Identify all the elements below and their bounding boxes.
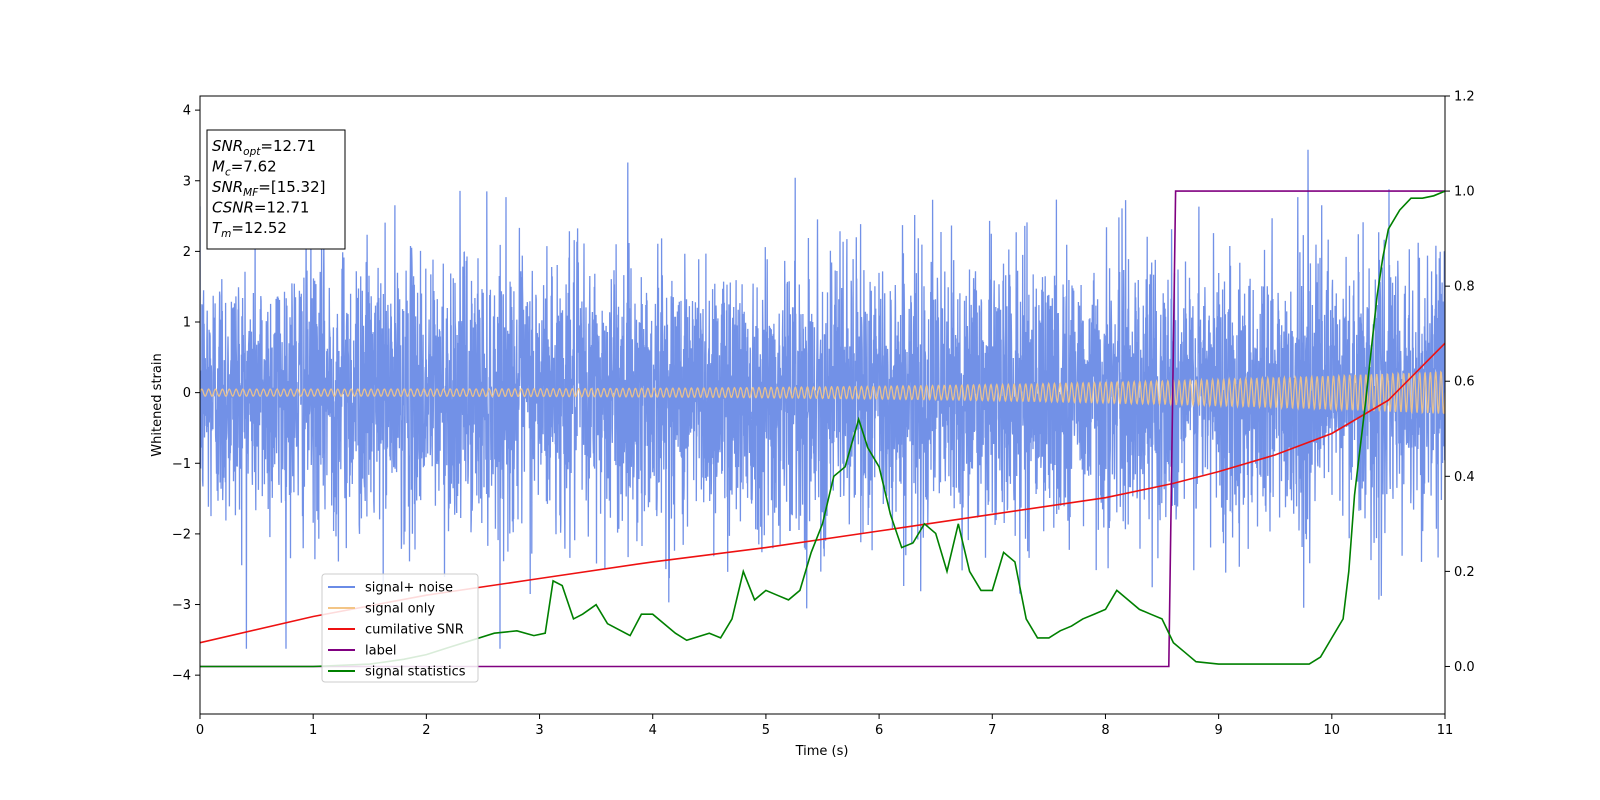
legend-label: signal+ noise xyxy=(365,581,453,596)
x-tick-label: 4 xyxy=(649,723,657,738)
x-tick-label: 8 xyxy=(1101,723,1109,738)
series-label xyxy=(200,190,1445,668)
x-axis: 0 1 2 3 4 5 6 7 8 9 10 11 xyxy=(196,714,1453,738)
annotation-frame xyxy=(206,129,346,250)
annotation-line: CSNR=12.71 xyxy=(212,199,309,217)
y-tick-label: −4 xyxy=(172,669,191,684)
annotation-line: SNRopt=12.71 xyxy=(212,137,316,158)
y-right-tick-label: 0.6 xyxy=(1454,375,1475,390)
annotation-value: =12.52 xyxy=(231,219,287,237)
x-tick-label: 5 xyxy=(762,723,770,738)
annotation-symbol: SNR xyxy=(212,137,243,155)
y-tick-label: 2 xyxy=(183,245,191,260)
x-axis-label: Time (s) xyxy=(795,744,849,759)
y-right-tick-label: 1.0 xyxy=(1454,185,1475,200)
y-right-tick-label: 1.2 xyxy=(1454,90,1475,105)
annotation-symbol: T xyxy=(212,219,223,237)
x-tick-label: 6 xyxy=(875,723,883,738)
y-right-tick-label: 0.2 xyxy=(1454,565,1475,580)
y-tick-label: 4 xyxy=(183,104,191,119)
y-axis-left: −4 −3 −2 −1 0 1 2 3 4 xyxy=(172,104,200,684)
x-tick-label: 2 xyxy=(422,723,430,738)
y-tick-label: −2 xyxy=(172,527,191,542)
snr-annotation-box: SNRopt=12.71Mc=7.62SNRMF=[15.32]CSNR=12.… xyxy=(206,129,346,250)
annotation-symbol: CSNR xyxy=(212,199,254,217)
x-tick-label: 9 xyxy=(1214,723,1222,738)
y-axis-right: 0.0 0.2 0.4 0.6 0.8 1.0 1.2 xyxy=(1445,90,1475,675)
y-tick-label: 3 xyxy=(183,174,191,189)
y-tick-label: −1 xyxy=(172,457,191,472)
legend-frame xyxy=(321,573,479,683)
legend-label: label xyxy=(365,644,396,659)
annotation-subscript: m xyxy=(221,228,231,240)
y-tick-label: 1 xyxy=(183,316,191,331)
legend: signal+ noise signal only cumilative SNR la… xyxy=(321,573,479,683)
x-tick-label: 11 xyxy=(1437,723,1454,738)
series-signal-noise xyxy=(200,149,1445,649)
annotation-symbol: SNR xyxy=(212,178,243,196)
y-tick-label: −3 xyxy=(172,598,191,613)
legend-label: cumilative SNR xyxy=(365,623,464,638)
annotation-subscript: MF xyxy=(243,187,259,199)
annotation-line: Tm=12.52 xyxy=(212,219,287,240)
annotation-value: =12.71 xyxy=(260,137,316,155)
annotation-line: SNRMF=[15.32] xyxy=(212,178,326,199)
annotation-value: =[15.32] xyxy=(258,178,325,196)
annotation-symbol: M xyxy=(212,158,225,176)
y-right-tick-label: 0.0 xyxy=(1454,660,1475,675)
annotation-value: =7.62 xyxy=(231,158,277,176)
x-tick-label: 0 xyxy=(196,723,204,738)
x-tick-label: 7 xyxy=(988,723,996,738)
plot-frame xyxy=(199,95,1446,715)
legend-label: signal only xyxy=(365,602,435,617)
x-tick-label: 10 xyxy=(1324,723,1341,738)
y-right-tick-label: 0.4 xyxy=(1454,470,1475,485)
annotation-value: =12.71 xyxy=(254,199,310,217)
series-signal-only xyxy=(200,370,1445,415)
y-right-tick-label: 0.8 xyxy=(1454,280,1475,295)
y-tick-label: 0 xyxy=(183,386,191,401)
legend-label: signal statistics xyxy=(365,665,466,680)
annotation-subscript: opt xyxy=(243,146,261,158)
series-signal-statistics xyxy=(200,190,1445,668)
x-tick-label: 1 xyxy=(309,723,317,738)
x-tick-label: 3 xyxy=(535,723,543,738)
annotation-line: Mc=7.62 xyxy=(212,158,277,179)
annotation-subscript: c xyxy=(225,167,231,179)
y-axis-label: Whitened strain xyxy=(150,353,165,456)
